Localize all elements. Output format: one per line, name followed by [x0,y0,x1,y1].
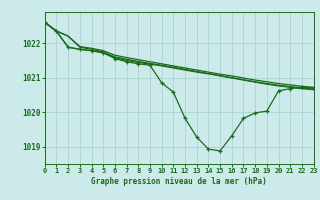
X-axis label: Graphe pression niveau de la mer (hPa): Graphe pression niveau de la mer (hPa) [91,177,267,186]
